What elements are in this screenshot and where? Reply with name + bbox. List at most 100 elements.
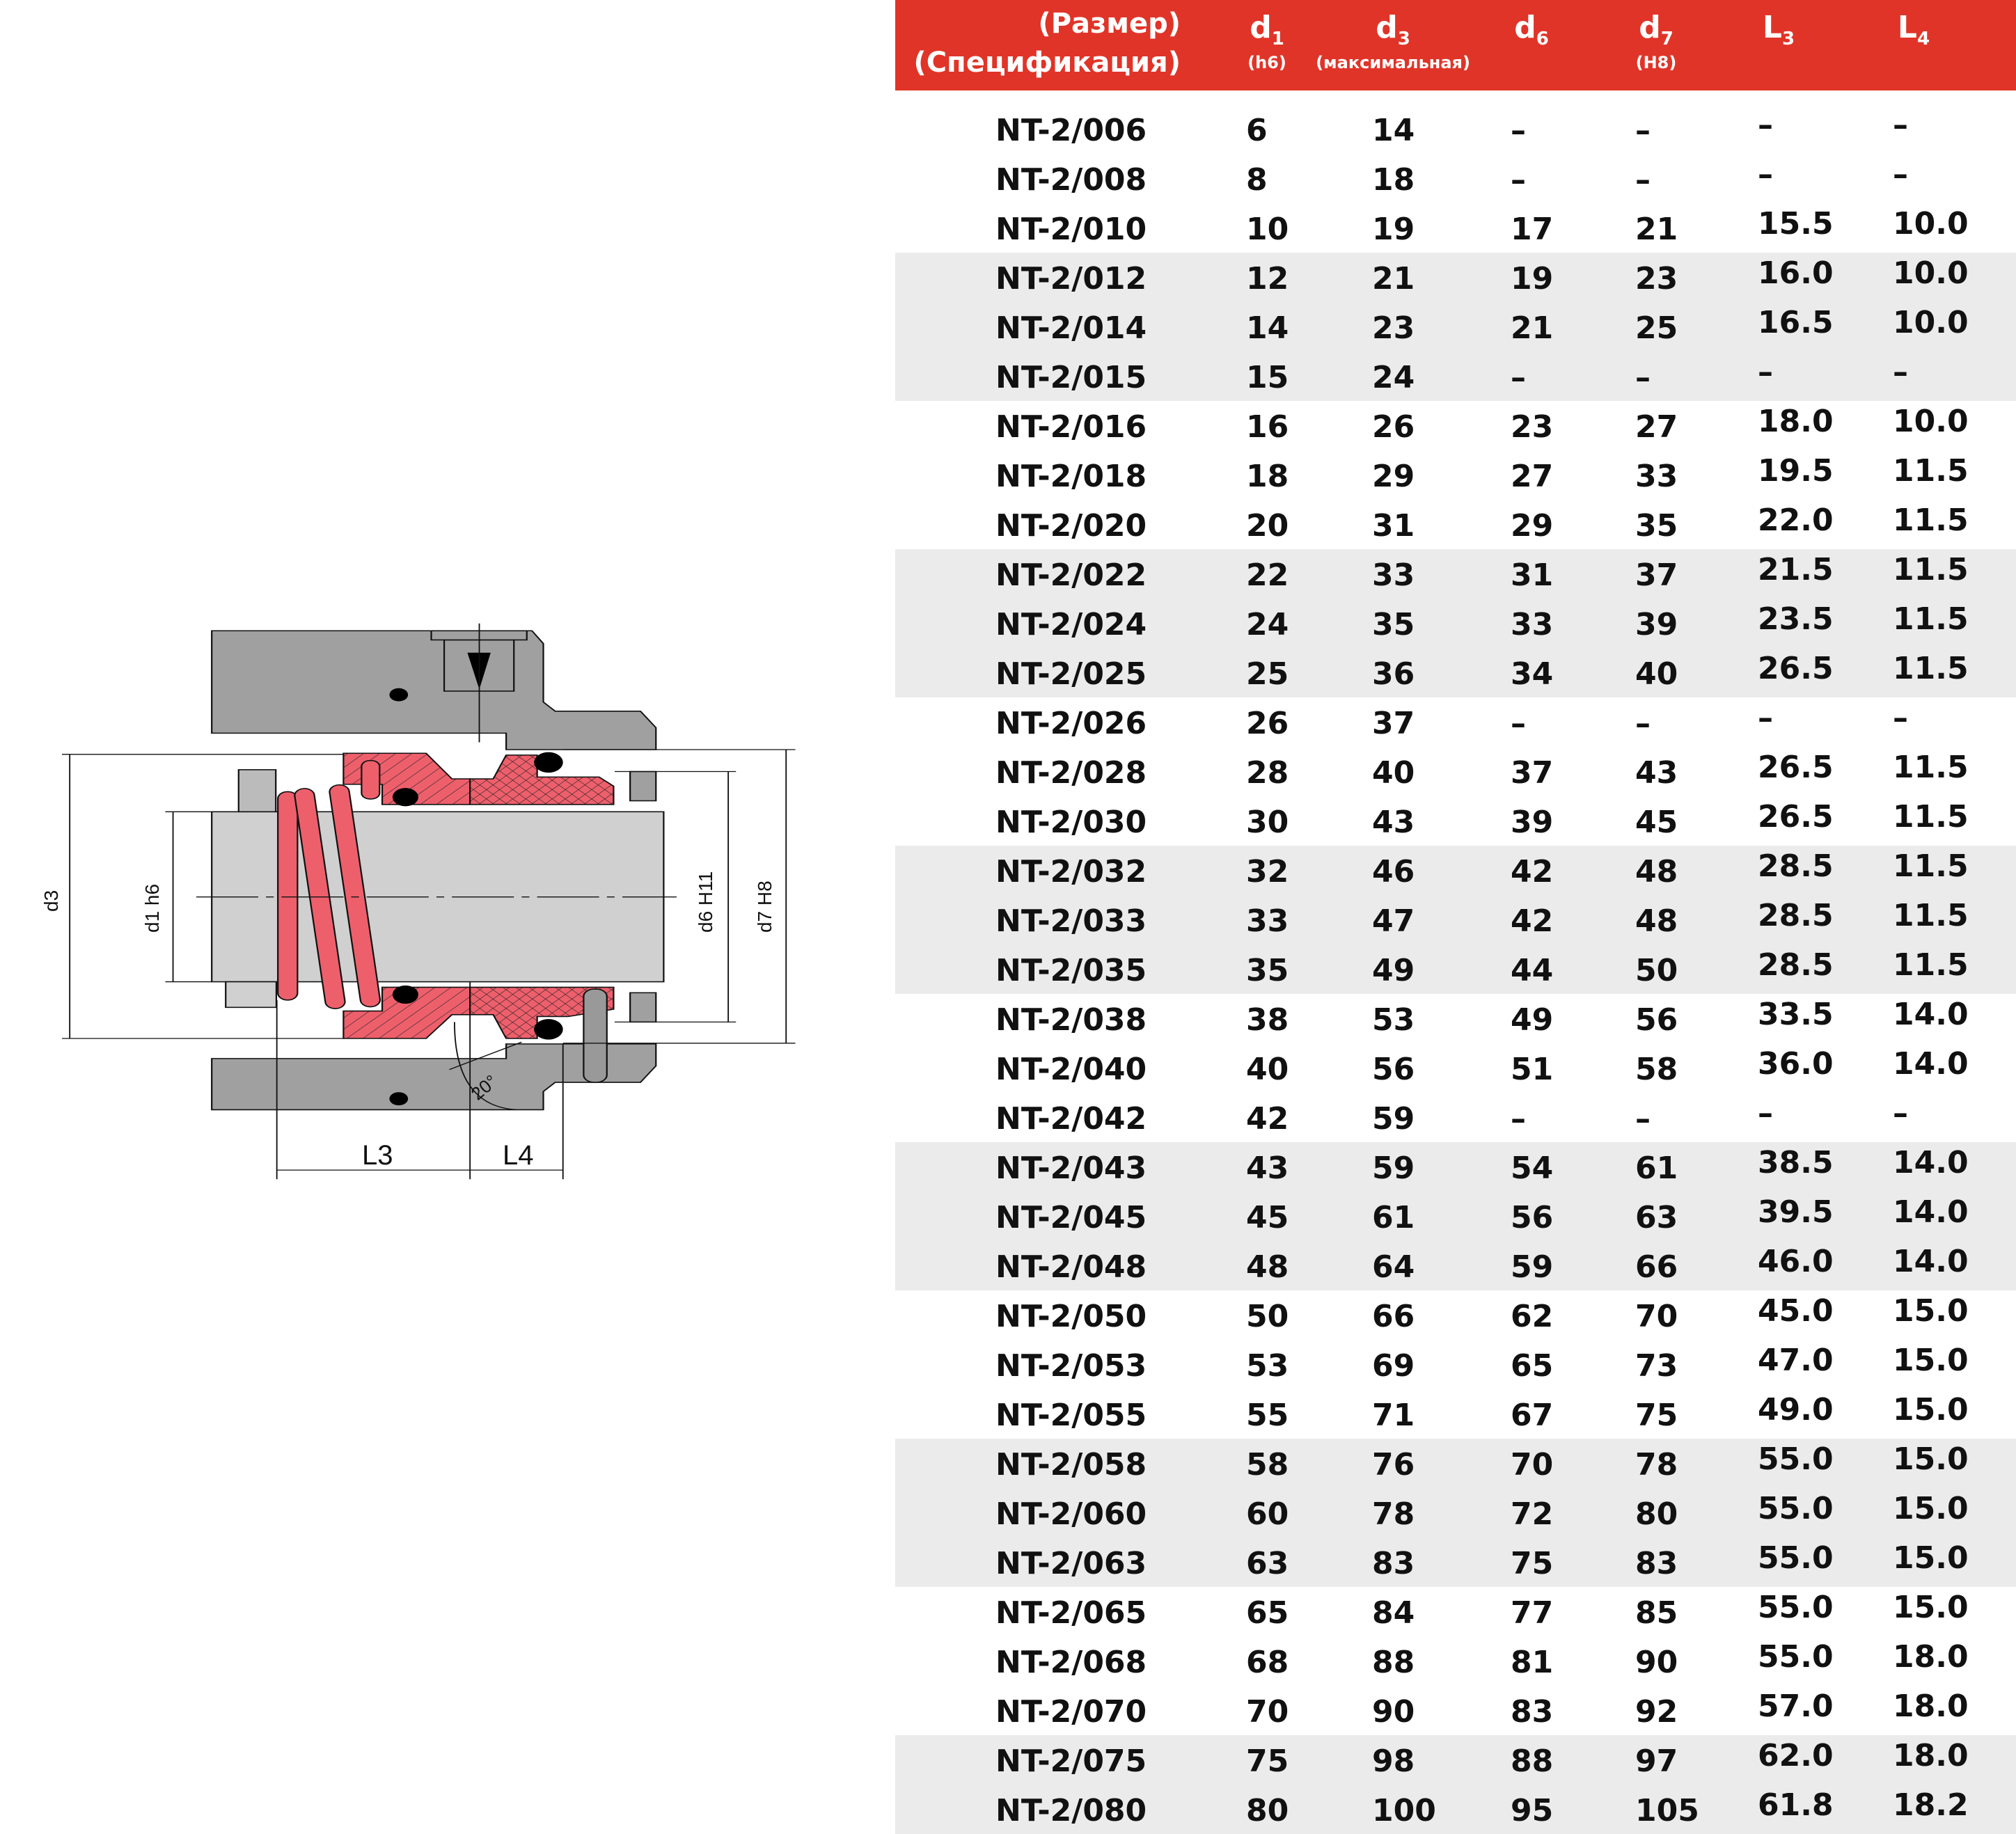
cell-value: – (1758, 700, 1773, 736)
cell-value: 18 (1246, 459, 1289, 494)
cell-spec: NT-2/035 (995, 953, 1147, 988)
cell-value: 55.0 (1758, 1491, 1834, 1526)
anti-rotation-pin (583, 988, 608, 1083)
cell-value: 33.5 (1758, 997, 1834, 1032)
cell-value: 21 (1511, 310, 1554, 346)
header-col: d1 (1250, 10, 1284, 49)
cell-value: – (1758, 107, 1773, 143)
cell-spec: NT-2/048 (995, 1249, 1147, 1285)
spring-coil (329, 784, 381, 1008)
cell-value: 26 (1372, 409, 1415, 445)
cell-spec: NT-2/043 (995, 1151, 1147, 1186)
cell-value: 40 (1635, 656, 1678, 692)
cell-value: 14.0 (1893, 1046, 1969, 1082)
table-row: NT-2/006 6 14 – – – – (895, 104, 2016, 154)
cell-value: 73 (1635, 1348, 1678, 1384)
cell-value: 8 (1246, 162, 1268, 198)
cell-value: 49 (1511, 1002, 1554, 1038)
cell-value: 15.0 (1893, 1491, 1969, 1526)
cell-value: 77 (1511, 1595, 1554, 1631)
cell-value: 18.2 (1893, 1787, 1969, 1823)
cell-value: 19 (1372, 212, 1415, 247)
cell-value: 45 (1246, 1200, 1289, 1235)
cell-value: 28.5 (1758, 848, 1834, 884)
cell-value: 59 (1372, 1151, 1415, 1186)
spring-coil (277, 791, 299, 1001)
cell-value: – (1893, 157, 1908, 192)
cell-value: 35 (1635, 508, 1678, 544)
cell-value: 33 (1635, 459, 1678, 494)
cell-value: 97 (1635, 1744, 1678, 1779)
table-header: (Размер) (Спецификация) d1 (h6) d3 (максимал… (895, 0, 2016, 90)
cell-value: 11.5 (1893, 848, 1969, 884)
cell-value: 25 (1635, 310, 1678, 346)
cell-spec: NT-2/014 (995, 310, 1147, 346)
cell-value: 43 (1246, 1151, 1289, 1186)
cell-value: 25 (1246, 656, 1289, 692)
table-row: NT-2/030 30 43 39 45 26.5 11.5 (895, 796, 2016, 846)
cell-value: 59 (1372, 1101, 1415, 1137)
cell-spec: NT-2/022 (995, 558, 1147, 593)
seal-cross-section-diagram (62, 623, 796, 1180)
cell-spec: NT-2/026 (995, 706, 1147, 741)
cell-value: 21.5 (1758, 552, 1834, 587)
cell-value: 48 (1246, 1249, 1289, 1285)
label-d6: d6 H11 (695, 871, 716, 933)
cell-value: 56 (1372, 1052, 1415, 1087)
table-row: NT-2/050 50 66 62 70 45.0 15.0 (895, 1290, 2016, 1340)
cell-value: 48 (1635, 854, 1678, 890)
cell-value: 11.5 (1893, 552, 1969, 587)
cell-value: 57.0 (1758, 1689, 1834, 1724)
table-row: NT-2/018 18 29 27 33 19.5 11.5 (895, 450, 2016, 500)
o-rings (389, 652, 563, 1106)
cell-value: 38.5 (1758, 1145, 1834, 1180)
cell-value: 37 (1635, 558, 1678, 593)
cell-value: 35 (1372, 607, 1415, 642)
header-col: L3 (1762, 10, 1795, 49)
table-row: NT-2/053 53 69 65 73 47.0 15.0 (895, 1340, 2016, 1389)
cell-value: 17 (1511, 212, 1554, 247)
cell-value: 65 (1246, 1595, 1289, 1631)
cell-value: 18.0 (1893, 1639, 1969, 1675)
cell-spec: NT-2/058 (995, 1447, 1147, 1483)
cell-value: 24 (1372, 360, 1415, 395)
cell-value: 56 (1635, 1002, 1678, 1038)
table-row: NT-2/016 16 26 23 27 18.0 10.0 (895, 401, 2016, 450)
cell-value: 6 (1246, 113, 1268, 148)
cell-value: 11.5 (1893, 750, 1969, 785)
cell-value: 22 (1246, 558, 1289, 593)
cell-value: 18.0 (1893, 1689, 1969, 1724)
cell-value: 16.5 (1758, 305, 1834, 340)
cell-value: 59 (1511, 1249, 1554, 1285)
table-row: NT-2/025 25 36 34 40 26.5 11.5 (895, 648, 2016, 697)
cell-value: – (1635, 113, 1651, 148)
cell-value: 11.5 (1893, 651, 1969, 686)
cell-value: 12 (1246, 261, 1289, 297)
cell-spec: NT-2/012 (995, 261, 1147, 297)
cell-value: 16.0 (1758, 255, 1834, 291)
cell-value: 24 (1246, 607, 1289, 642)
cell-value: 56 (1511, 1200, 1554, 1235)
cell-value: 40 (1246, 1052, 1289, 1087)
cell-spec: NT-2/033 (995, 903, 1147, 939)
cell-spec: NT-2/008 (995, 162, 1147, 198)
cell-spec: NT-2/010 (995, 212, 1147, 247)
cell-value: 55.0 (1758, 1441, 1834, 1477)
cell-value: 100 (1372, 1793, 1436, 1828)
header-size: (Размер) (1038, 8, 1181, 40)
cell-value: 36.0 (1758, 1046, 1834, 1082)
cell-value: 34 (1511, 656, 1554, 692)
table-row: NT-2/008 8 18 – – – – (895, 154, 2016, 203)
cell-value: 75 (1246, 1744, 1289, 1779)
table-row: NT-2/010 10 19 17 21 15.5 10.0 (895, 203, 2016, 253)
cell-value: 85 (1635, 1595, 1678, 1631)
label-L4: L4 (503, 1140, 534, 1171)
cell-spec: NT-2/040 (995, 1052, 1147, 1087)
cell-value: 42 (1511, 903, 1554, 939)
cell-value: 58 (1635, 1052, 1678, 1087)
cell-value: 15.0 (1893, 1343, 1969, 1378)
cell-value: – (1893, 354, 1908, 390)
cell-value: 15.0 (1893, 1540, 1969, 1576)
header-spec: (Спецификация) (913, 47, 1181, 79)
cell-value: 23 (1635, 261, 1678, 297)
